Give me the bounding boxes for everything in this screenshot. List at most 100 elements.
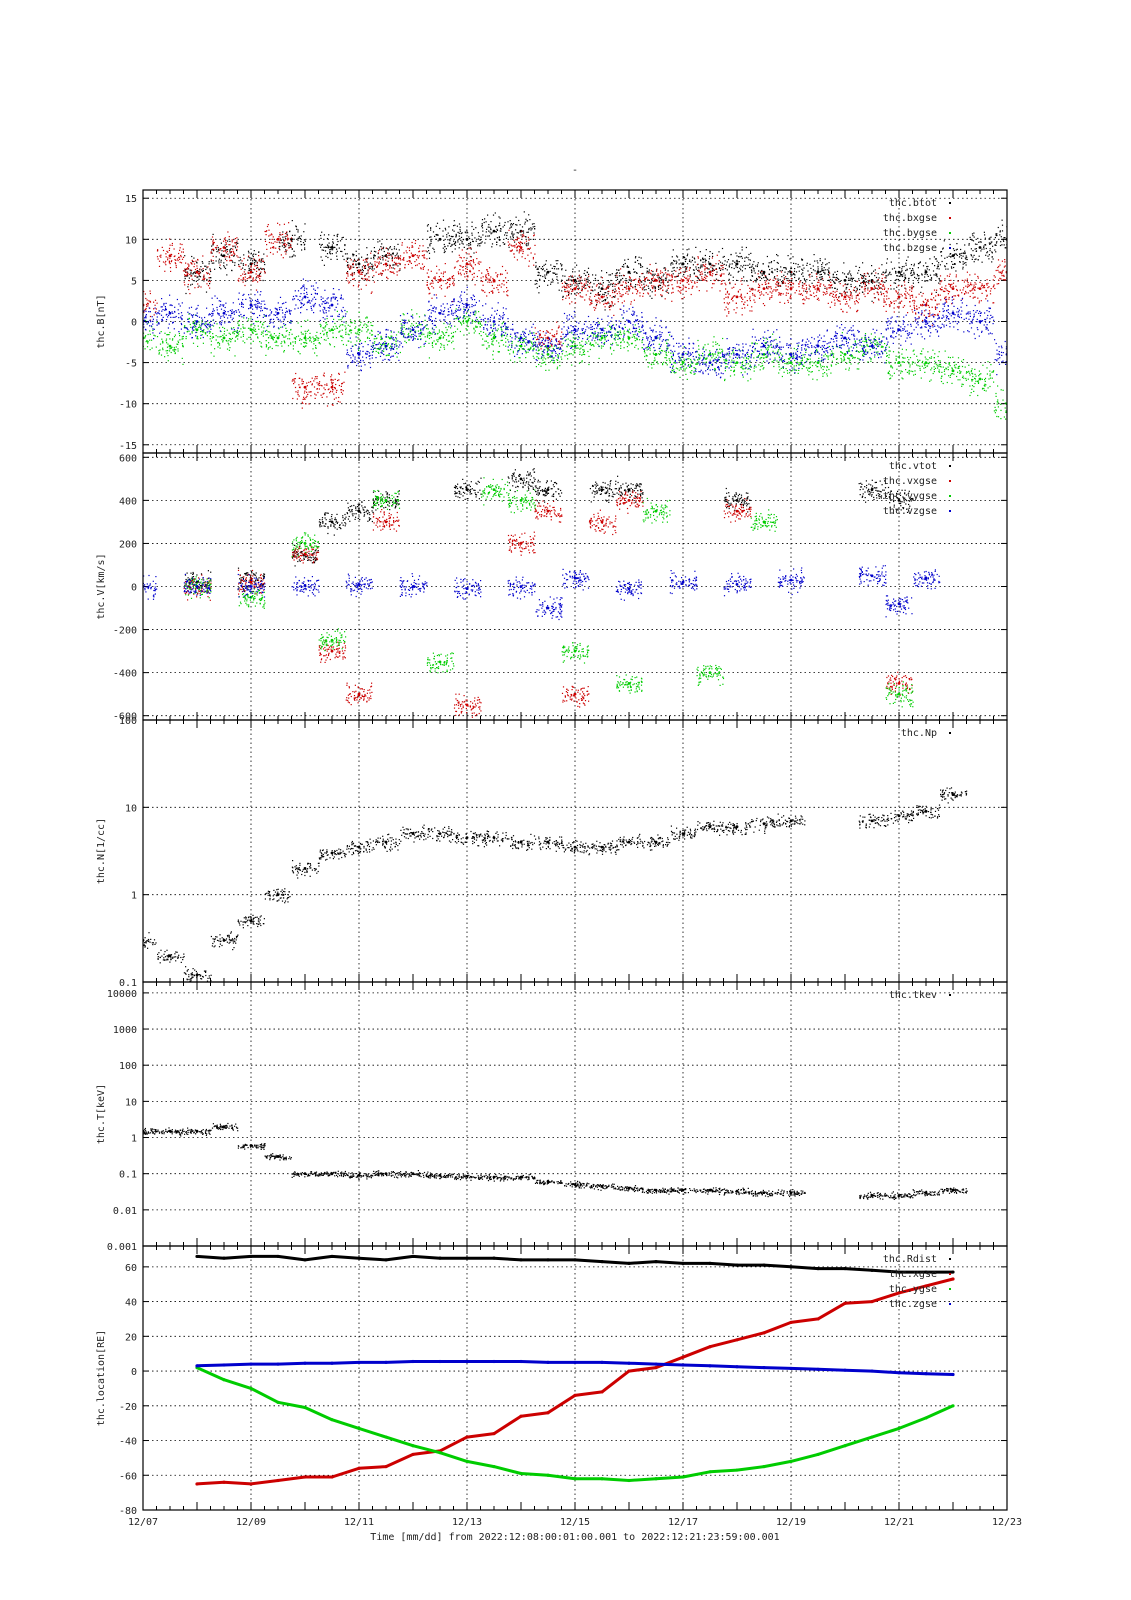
scatter-dot bbox=[226, 250, 228, 253]
scatter-dot bbox=[566, 284, 568, 286]
scatter-dot bbox=[244, 327, 246, 329]
scatter-dot bbox=[779, 279, 781, 281]
scatter-dot bbox=[630, 283, 632, 286]
scatter-dot bbox=[244, 279, 246, 281]
scatter-dot bbox=[244, 284, 246, 287]
scatter-dot bbox=[271, 234, 273, 236]
scatter-dot bbox=[574, 292, 576, 295]
scatter-dot bbox=[686, 255, 688, 257]
scatter-dot bbox=[741, 283, 743, 285]
scatter-dot bbox=[850, 285, 852, 288]
scatter-dot bbox=[502, 226, 504, 228]
scatter-dot bbox=[979, 281, 981, 283]
scatter-dot bbox=[358, 281, 360, 283]
scatter-dot bbox=[604, 292, 606, 294]
scatter-dot bbox=[484, 291, 486, 293]
scatter-dot bbox=[997, 266, 999, 269]
scatter-dot bbox=[808, 288, 810, 290]
scatter-dot bbox=[299, 237, 301, 240]
scatter-dot bbox=[210, 277, 212, 279]
scatter-dot bbox=[1000, 278, 1002, 280]
scatter-dot bbox=[210, 344, 212, 346]
scatter-dot bbox=[755, 279, 757, 281]
scatter-dot bbox=[357, 259, 359, 261]
scatter-dot bbox=[903, 265, 905, 268]
scatter-dot bbox=[372, 276, 374, 278]
scatter-dot bbox=[995, 269, 997, 272]
scatter-dot bbox=[362, 259, 364, 261]
scatter-dot bbox=[185, 271, 187, 273]
scatter-dot bbox=[218, 327, 221, 329]
scatter-dot bbox=[824, 272, 826, 274]
scatter-dot bbox=[550, 283, 552, 285]
scatter-dot bbox=[283, 240, 285, 242]
scatter-dot bbox=[589, 304, 591, 306]
scatter-dot bbox=[595, 300, 597, 302]
scatter-dot bbox=[197, 273, 199, 275]
scatter-dot bbox=[651, 285, 653, 287]
scatter-dot bbox=[912, 300, 914, 302]
scatter-dot bbox=[279, 237, 281, 239]
scatter-dot bbox=[272, 246, 274, 248]
scatter-dot bbox=[914, 308, 916, 310]
scatter-dot bbox=[177, 350, 179, 352]
scatter-dot bbox=[506, 272, 508, 274]
scatter-dot bbox=[496, 244, 498, 246]
scatter-dot bbox=[528, 229, 530, 231]
scatter-dot bbox=[242, 267, 244, 269]
scatter-dot bbox=[639, 282, 641, 284]
scatter-dot bbox=[430, 239, 432, 241]
scatter-dot bbox=[741, 314, 743, 316]
scatter-dot bbox=[250, 269, 253, 271]
scatter-dot bbox=[692, 269, 695, 271]
scatter-dot bbox=[832, 273, 834, 275]
scatter-dot bbox=[1004, 265, 1006, 267]
scatter-dot bbox=[227, 253, 229, 255]
scatter-dot bbox=[990, 241, 992, 243]
scatter-dot bbox=[330, 390, 332, 392]
scatter-dot bbox=[378, 263, 380, 265]
scatter-dot bbox=[156, 321, 158, 323]
scatter-dot bbox=[298, 237, 300, 239]
scatter-dot bbox=[486, 228, 488, 230]
scatter-dot bbox=[870, 280, 872, 283]
scatter-dot bbox=[769, 298, 771, 300]
scatter-dot bbox=[491, 284, 493, 287]
scatter-dot bbox=[896, 298, 899, 300]
scatter-dot bbox=[526, 248, 529, 250]
scatter-dot bbox=[453, 240, 455, 242]
scatter-dot bbox=[302, 382, 304, 385]
scatter-dot bbox=[498, 216, 500, 218]
scatter-dot bbox=[331, 253, 333, 255]
scatter-dot bbox=[659, 288, 661, 290]
scatter-dot bbox=[818, 281, 820, 283]
scatter-dot bbox=[691, 281, 693, 283]
scatter-dot bbox=[179, 243, 181, 245]
scatter-dot bbox=[856, 289, 858, 291]
scatter-dot bbox=[294, 381, 296, 383]
scatter-dot bbox=[515, 243, 517, 245]
scatter-dot bbox=[877, 273, 879, 275]
scatter-dot bbox=[801, 258, 803, 260]
data-point bbox=[978, 246, 982, 249]
scatter-dot bbox=[838, 278, 840, 280]
scatter-dot bbox=[198, 274, 200, 276]
scatter-dot bbox=[219, 347, 221, 349]
scatter-dot bbox=[568, 292, 570, 294]
scatter-dot bbox=[688, 269, 690, 271]
scatter-dot bbox=[242, 277, 244, 279]
scatter-dot bbox=[513, 239, 515, 242]
scatter-dot bbox=[184, 270, 186, 272]
scatter-dot bbox=[194, 272, 196, 274]
scatter-dot bbox=[953, 295, 955, 297]
scatter-dot bbox=[359, 269, 361, 271]
scatter-dot bbox=[186, 268, 188, 270]
scatter-dot bbox=[182, 251, 184, 253]
scatter-dot bbox=[242, 331, 244, 333]
scatter-dot bbox=[448, 226, 450, 228]
scatter-dot bbox=[285, 249, 287, 251]
scatter-dot bbox=[918, 263, 920, 265]
scatter-dot bbox=[202, 268, 204, 270]
scatter-dot bbox=[798, 286, 800, 288]
scatter-dot bbox=[964, 250, 966, 252]
